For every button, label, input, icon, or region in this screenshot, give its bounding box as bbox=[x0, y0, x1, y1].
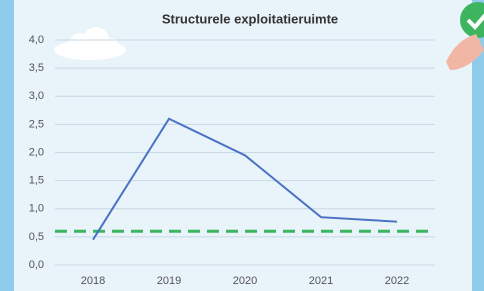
y-tick-label: 3,5 bbox=[29, 62, 44, 74]
x-tick-label: 2022 bbox=[385, 275, 409, 287]
x-tick-label: 2019 bbox=[157, 275, 181, 287]
y-tick-label: 0,0 bbox=[29, 259, 44, 271]
chart-title: Structurele exploitatieruimte bbox=[162, 11, 338, 26]
y-tick-label: 3,0 bbox=[29, 90, 44, 102]
y-tick-label: 2,0 bbox=[29, 146, 44, 158]
y-tick-label: 1,5 bbox=[29, 175, 44, 187]
y-tick-label: 2,5 bbox=[29, 118, 44, 130]
x-tick-label: 2021 bbox=[309, 275, 333, 287]
y-tick-label: 0,5 bbox=[29, 231, 44, 243]
chart: Structurele exploitatieruimte 0,0 0,5 1,0 1… bbox=[0, 0, 484, 291]
y-tick-label: 1,0 bbox=[29, 203, 44, 215]
y-tick-label: 4,0 bbox=[29, 34, 44, 46]
x-tick-label: 2020 bbox=[233, 275, 257, 287]
x-tick-label: 2018 bbox=[81, 275, 105, 287]
